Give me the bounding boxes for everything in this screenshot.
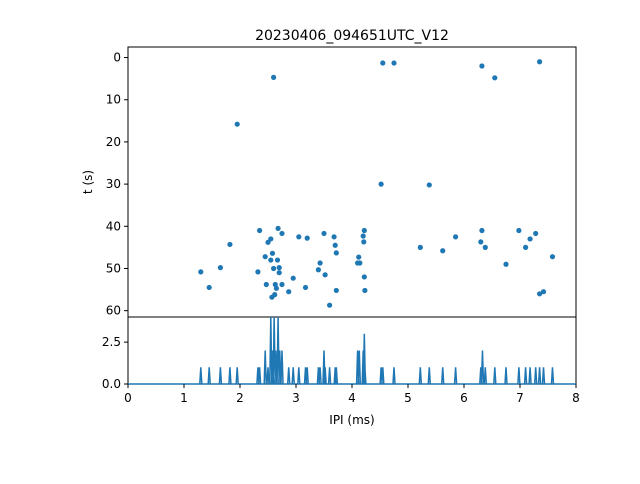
scatter-point: [275, 225, 281, 232]
scatter-point: [227, 241, 233, 248]
scatter-point: [317, 260, 323, 266]
scatter-point: [321, 230, 327, 237]
scatter-point: [378, 181, 384, 187]
scatter-point: [479, 63, 485, 69]
scatter-point: [206, 284, 212, 291]
scatter-plot-frame: [127, 46, 577, 318]
scatter-point: [357, 260, 363, 266]
chart-title: 20230406_094651UTC_V12: [255, 28, 449, 44]
density-x-axis-label: IPI (ms): [329, 413, 374, 427]
scatter-y-axis-label: t (s): [81, 170, 95, 194]
scatter-panel: 20230406_094651UTC_V12 t (s) 0 10 20 30 40 50…: [81, 28, 577, 318]
scatter-point: [273, 285, 279, 291]
density-y-tick-label: 2.5: [102, 335, 121, 349]
scatter-point: [257, 227, 263, 234]
scatter-point: [198, 269, 204, 275]
density-x-tick-label: 2: [236, 391, 244, 405]
scatter-point: [361, 274, 367, 280]
scatter-point: [262, 254, 268, 260]
density-y-tick-label: 0.0: [102, 377, 121, 391]
density-x-tick-label: 5: [404, 391, 412, 405]
scatter-point: [380, 60, 386, 66]
scatter-point: [516, 227, 522, 234]
scatter-point: [290, 275, 296, 281]
scatter-y-tick-label: 10: [106, 93, 121, 107]
scatter-point: [263, 281, 269, 288]
scatter-point: [276, 270, 282, 276]
scatter-point: [272, 292, 278, 298]
scatter-point: [234, 121, 240, 127]
scatter-point: [417, 244, 423, 250]
scatter-point: [274, 257, 281, 263]
density-x-tick-label: 0: [124, 391, 132, 405]
scatter-point: [268, 257, 274, 263]
scatter-point: [276, 265, 282, 271]
scatter-y-tick-label: 0: [113, 51, 121, 65]
density-x-tick-label: 6: [460, 391, 468, 405]
scatter-point: [296, 234, 302, 240]
scatter-point: [426, 182, 432, 188]
scatter-point: [269, 250, 276, 256]
scatter-point: [549, 254, 556, 260]
density-series-line: [128, 316, 576, 385]
density-x-tick-label: 1: [180, 391, 188, 405]
scatter-point: [271, 74, 277, 80]
density-plot-frame: [127, 316, 577, 385]
density-x-tick-label: 4: [348, 391, 356, 405]
scatter-point: [503, 261, 509, 267]
scatter-point: [304, 235, 310, 241]
scatter-point: [479, 227, 485, 234]
scatter-y-tick-label: 60: [106, 304, 121, 318]
scatter-point: [333, 250, 339, 256]
scatter-point: [279, 281, 285, 288]
scatter-point: [540, 289, 547, 295]
scatter-point: [315, 267, 321, 273]
scatter-point: [537, 291, 543, 297]
density-y-ticks: 0.0 2.5: [102, 335, 128, 391]
scatter-y-tick-label: 40: [106, 219, 121, 233]
scatter-points: [198, 59, 556, 308]
scatter-point: [453, 234, 459, 240]
scatter-point: [333, 287, 339, 294]
scatter-y-ticks: 0 10 20 30 40 50 60: [106, 51, 128, 318]
density-x-tick-label: 7: [516, 391, 524, 405]
scatter-point: [482, 244, 488, 250]
scatter-point: [361, 239, 367, 245]
scatter-point: [478, 239, 484, 245]
scatter-point: [271, 265, 277, 272]
scatter-point: [523, 244, 529, 250]
scatter-point: [286, 289, 292, 295]
scatter-point: [356, 254, 362, 260]
scatter-point: [302, 284, 309, 291]
scatter-point: [533, 230, 539, 237]
scatter-point: [322, 272, 328, 278]
density-x-tick-label: 8: [572, 391, 580, 405]
scatter-point: [537, 59, 543, 65]
scatter-point: [327, 302, 333, 308]
scatter-point: [440, 248, 446, 254]
scatter-point: [361, 227, 367, 234]
scatter-point: [360, 233, 366, 239]
scatter-point: [217, 265, 223, 271]
scatter-point: [279, 230, 285, 237]
scatter-point: [492, 75, 498, 81]
scatter-point: [362, 287, 368, 294]
ipi-density-panel: 0.0 2.5 0 1 2 3 4 5 6 7 8 IPI (ms): [102, 316, 580, 427]
density-x-tick-label: 3: [292, 391, 300, 405]
scatter-point: [527, 236, 533, 242]
scatter-point: [391, 60, 397, 66]
scatter-y-tick-label: 30: [106, 177, 121, 191]
scatter-point: [332, 242, 338, 248]
scatter-point: [255, 269, 261, 275]
scatter-y-tick-label: 20: [106, 135, 121, 149]
density-x-ticks: 0 1 2 3 4 5 6 7 8: [124, 384, 580, 405]
scatter-point: [268, 236, 274, 242]
scatter-point: [331, 234, 337, 240]
scatter-y-tick-label: 50: [106, 261, 121, 275]
